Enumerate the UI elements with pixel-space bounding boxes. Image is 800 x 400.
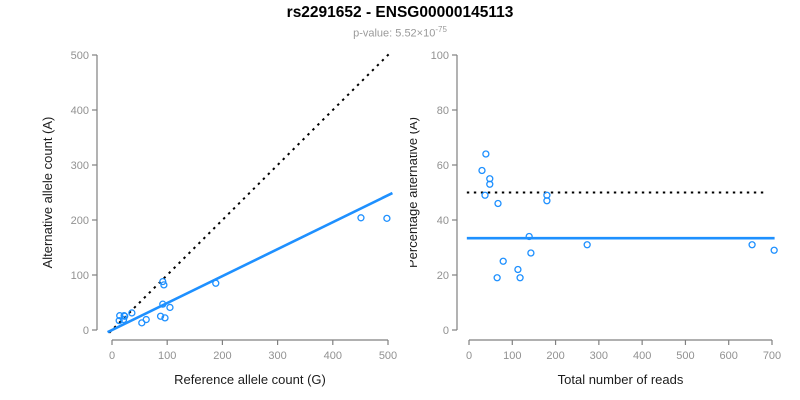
data-point bbox=[156, 312, 165, 320]
data-point bbox=[142, 315, 150, 324]
data-point bbox=[212, 279, 220, 287]
y-axis-title: Percentage alternative (A) bbox=[410, 117, 420, 268]
x-tick-label: 100 bbox=[158, 350, 176, 362]
y-tick-label: 400 bbox=[71, 105, 89, 117]
data-point bbox=[516, 274, 524, 282]
plot-title: rs2291652 - ENSG00000145113 bbox=[286, 4, 514, 21]
pvalue-subtitle: p-value: 5.52×10-75 bbox=[0, 23, 800, 41]
data-point bbox=[770, 246, 778, 254]
data-point bbox=[527, 249, 535, 257]
data-point bbox=[161, 314, 169, 322]
data-point bbox=[481, 191, 489, 199]
data-point bbox=[116, 312, 124, 320]
y-tick-label: 20 bbox=[437, 270, 449, 282]
data-point bbox=[383, 214, 391, 223]
x-axis-title: Total number of reads bbox=[558, 372, 684, 387]
pvalue-exponent: -75 bbox=[435, 25, 447, 34]
pvalue-text: p-value: 5.52×10 bbox=[353, 27, 436, 40]
data-point bbox=[499, 257, 507, 265]
data-point bbox=[494, 199, 502, 208]
y-tick-label: 500 bbox=[71, 50, 89, 62]
data-point bbox=[486, 180, 494, 188]
data-point bbox=[493, 274, 501, 282]
x-tick-label: 500 bbox=[379, 350, 397, 362]
data-point bbox=[478, 166, 486, 175]
data-point bbox=[357, 214, 365, 222]
data-point bbox=[482, 150, 490, 158]
y-tick-label: 100 bbox=[431, 50, 449, 62]
data-point bbox=[121, 312, 129, 320]
y-tick-label: 100 bbox=[71, 270, 89, 282]
y-tick-label: 300 bbox=[71, 160, 89, 172]
data-point bbox=[543, 197, 551, 205]
y-tick-label: 60 bbox=[437, 160, 449, 172]
plot-header: rs2291652 - ENSG00000145113 p-value: 5.5… bbox=[0, 4, 800, 41]
y-tick-label: 40 bbox=[437, 215, 449, 227]
y-tick-label: 0 bbox=[443, 325, 449, 337]
fit-line bbox=[107, 191, 393, 334]
data-point bbox=[166, 303, 174, 312]
y-axis-title: Alternative allele count (A) bbox=[40, 117, 55, 269]
identity-line bbox=[108, 53, 390, 334]
y-tick-label: 80 bbox=[437, 105, 449, 117]
data-point bbox=[583, 241, 591, 249]
x-tick-label: 0 bbox=[466, 350, 472, 362]
x-tick-label: 100 bbox=[503, 350, 521, 362]
x-tick-label: 600 bbox=[720, 350, 738, 362]
y-tick-label: 0 bbox=[83, 325, 89, 337]
x-tick-label: 200 bbox=[546, 350, 564, 362]
x-axis-title: Reference allele count (G) bbox=[174, 372, 326, 387]
data-point bbox=[128, 309, 136, 317]
data-point bbox=[748, 241, 756, 249]
data-point bbox=[525, 232, 533, 241]
y-tick-label: 200 bbox=[71, 215, 89, 227]
data-point bbox=[514, 265, 522, 274]
x-tick-label: 400 bbox=[324, 350, 342, 362]
data-point bbox=[115, 316, 123, 325]
x-tick-label: 300 bbox=[590, 350, 608, 362]
right-scatter-plot: 0 100 200 300 400 500 600 700 0 20 40 60 80 100 Total … bbox=[410, 50, 781, 387]
x-tick-label: 700 bbox=[763, 350, 781, 362]
x-tick-label: 400 bbox=[633, 350, 651, 362]
left-scatter-plot: 0 100 200 300 400 500 0 100 200 300 400 500 Referenc… bbox=[40, 50, 397, 387]
x-tick-label: 200 bbox=[213, 350, 231, 362]
data-point bbox=[159, 300, 167, 308]
x-tick-label: 300 bbox=[268, 350, 286, 362]
data-point bbox=[160, 281, 168, 289]
x-tick-label: 500 bbox=[676, 350, 694, 362]
data-point bbox=[119, 315, 128, 324]
data-point bbox=[159, 277, 167, 286]
x-tick-label: 0 bbox=[109, 350, 115, 362]
